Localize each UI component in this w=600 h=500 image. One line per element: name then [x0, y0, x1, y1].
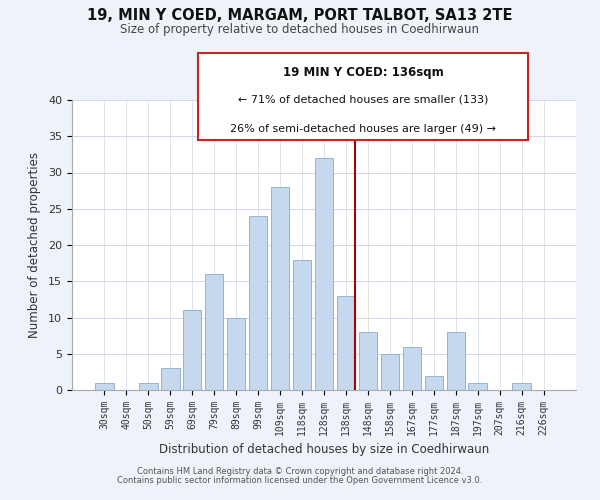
Text: 26% of semi-detached houses are larger (49) →: 26% of semi-detached houses are larger (…	[230, 124, 496, 134]
Text: Size of property relative to detached houses in Coedhirwaun: Size of property relative to detached ho…	[121, 22, 479, 36]
Bar	[446, 332, 465, 390]
Bar	[161, 368, 179, 390]
Bar	[512, 383, 531, 390]
Text: ← 71% of detached houses are smaller (133): ← 71% of detached houses are smaller (13…	[238, 94, 488, 104]
Bar	[403, 346, 421, 390]
Bar	[337, 296, 355, 390]
Bar	[139, 383, 158, 390]
Text: Distribution of detached houses by size in Coedhirwaun: Distribution of detached houses by size …	[159, 442, 489, 456]
Bar	[271, 187, 289, 390]
Bar	[227, 318, 245, 390]
Bar	[205, 274, 223, 390]
Bar	[183, 310, 202, 390]
Bar	[469, 383, 487, 390]
Bar	[249, 216, 268, 390]
Bar	[380, 354, 399, 390]
Text: 19, MIN Y COED, MARGAM, PORT TALBOT, SA13 2TE: 19, MIN Y COED, MARGAM, PORT TALBOT, SA1…	[87, 8, 513, 22]
Text: Contains public sector information licensed under the Open Government Licence v3: Contains public sector information licen…	[118, 476, 482, 485]
Bar	[359, 332, 377, 390]
Bar	[95, 383, 113, 390]
Y-axis label: Number of detached properties: Number of detached properties	[28, 152, 41, 338]
Bar	[293, 260, 311, 390]
Bar	[425, 376, 443, 390]
Text: Contains HM Land Registry data © Crown copyright and database right 2024.: Contains HM Land Registry data © Crown c…	[137, 467, 463, 476]
Bar	[314, 158, 334, 390]
Text: 19 MIN Y COED: 136sqm: 19 MIN Y COED: 136sqm	[283, 66, 443, 78]
